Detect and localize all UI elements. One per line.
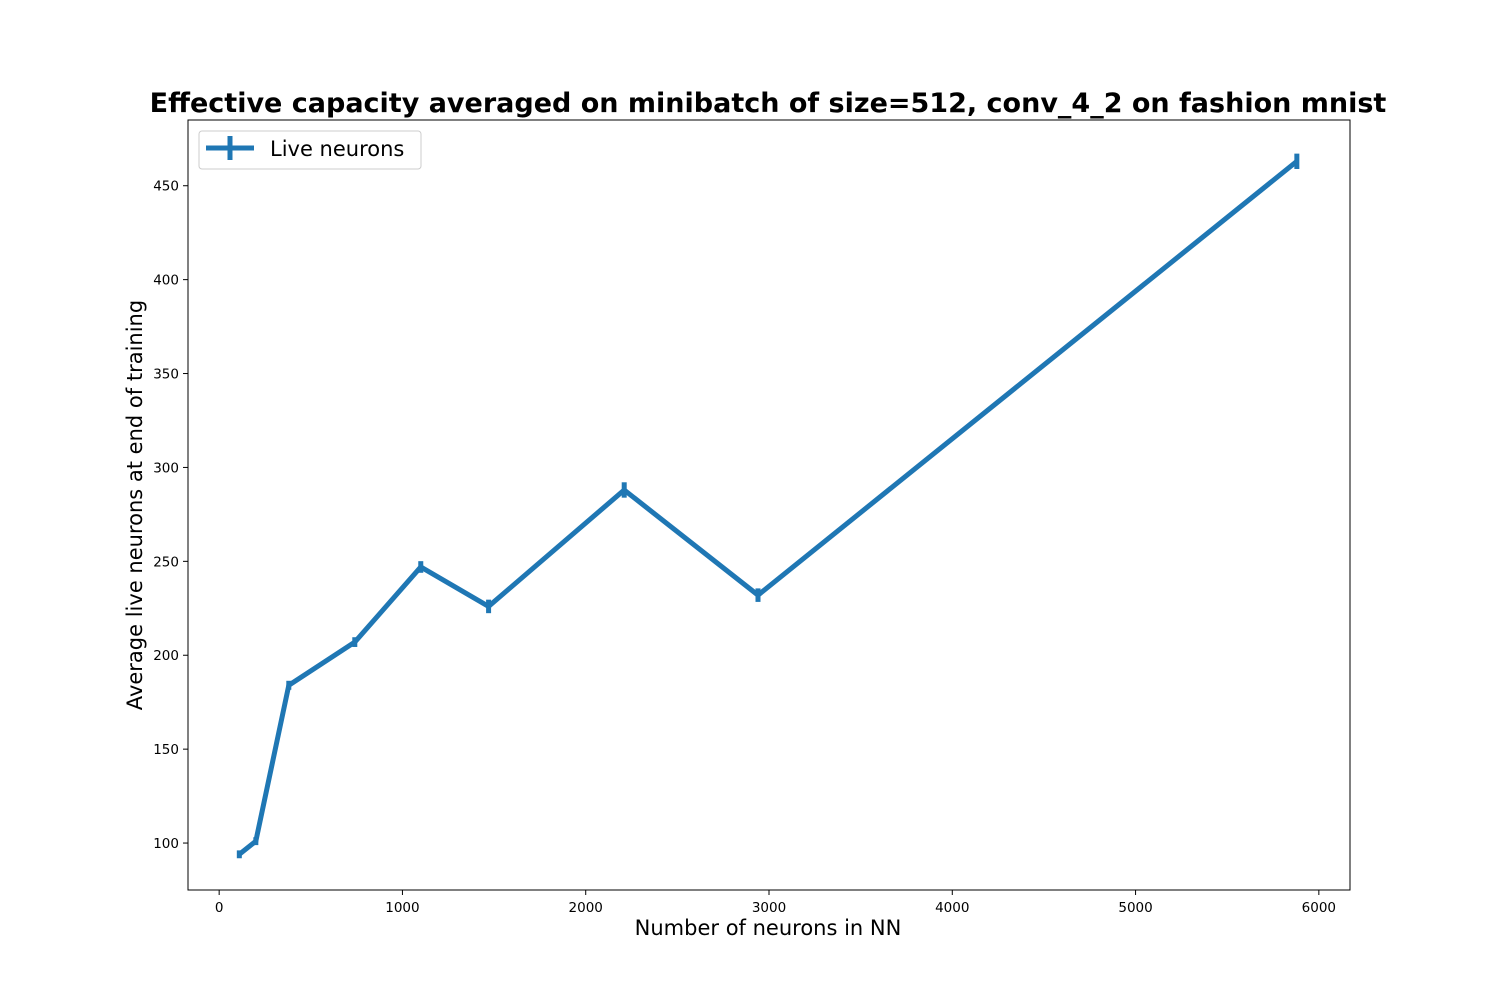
x-tick-label: 5000 (1118, 900, 1152, 916)
y-tick-label: 400 (153, 273, 179, 289)
x-tick-label: 4000 (935, 900, 969, 916)
y-axis-label: Average live neurons at end of training (123, 300, 147, 710)
y-tick-label: 450 (153, 179, 179, 195)
chart-title: Effective capacity averaged on minibatch… (150, 88, 1387, 119)
x-tick-label: 6000 (1302, 900, 1336, 916)
x-axis: 0 1000 2000 3000 4000 5000 6000 (215, 890, 1336, 916)
y-tick-label: 350 (153, 367, 179, 383)
x-tick-label: 0 (215, 900, 224, 916)
y-tick-label: 200 (153, 648, 179, 664)
x-tick-label: 3000 (752, 900, 786, 916)
x-tick-label: 1000 (385, 900, 419, 916)
x-tick-label: 2000 (569, 900, 603, 916)
y-axis: 100 150 200 250 300 350 400 450 (153, 179, 188, 852)
y-tick-label: 300 (153, 460, 179, 476)
x-axis-label: Number of neurons in NN (635, 916, 902, 940)
legend-label: Live neurons (270, 137, 404, 161)
y-tick-label: 100 (153, 836, 179, 852)
y-tick-label: 250 (153, 554, 179, 570)
series-layer (236, 153, 1300, 859)
y-tick-label: 150 (153, 742, 179, 758)
legend: Live neurons (198, 130, 422, 170)
legend-box (198, 130, 422, 170)
